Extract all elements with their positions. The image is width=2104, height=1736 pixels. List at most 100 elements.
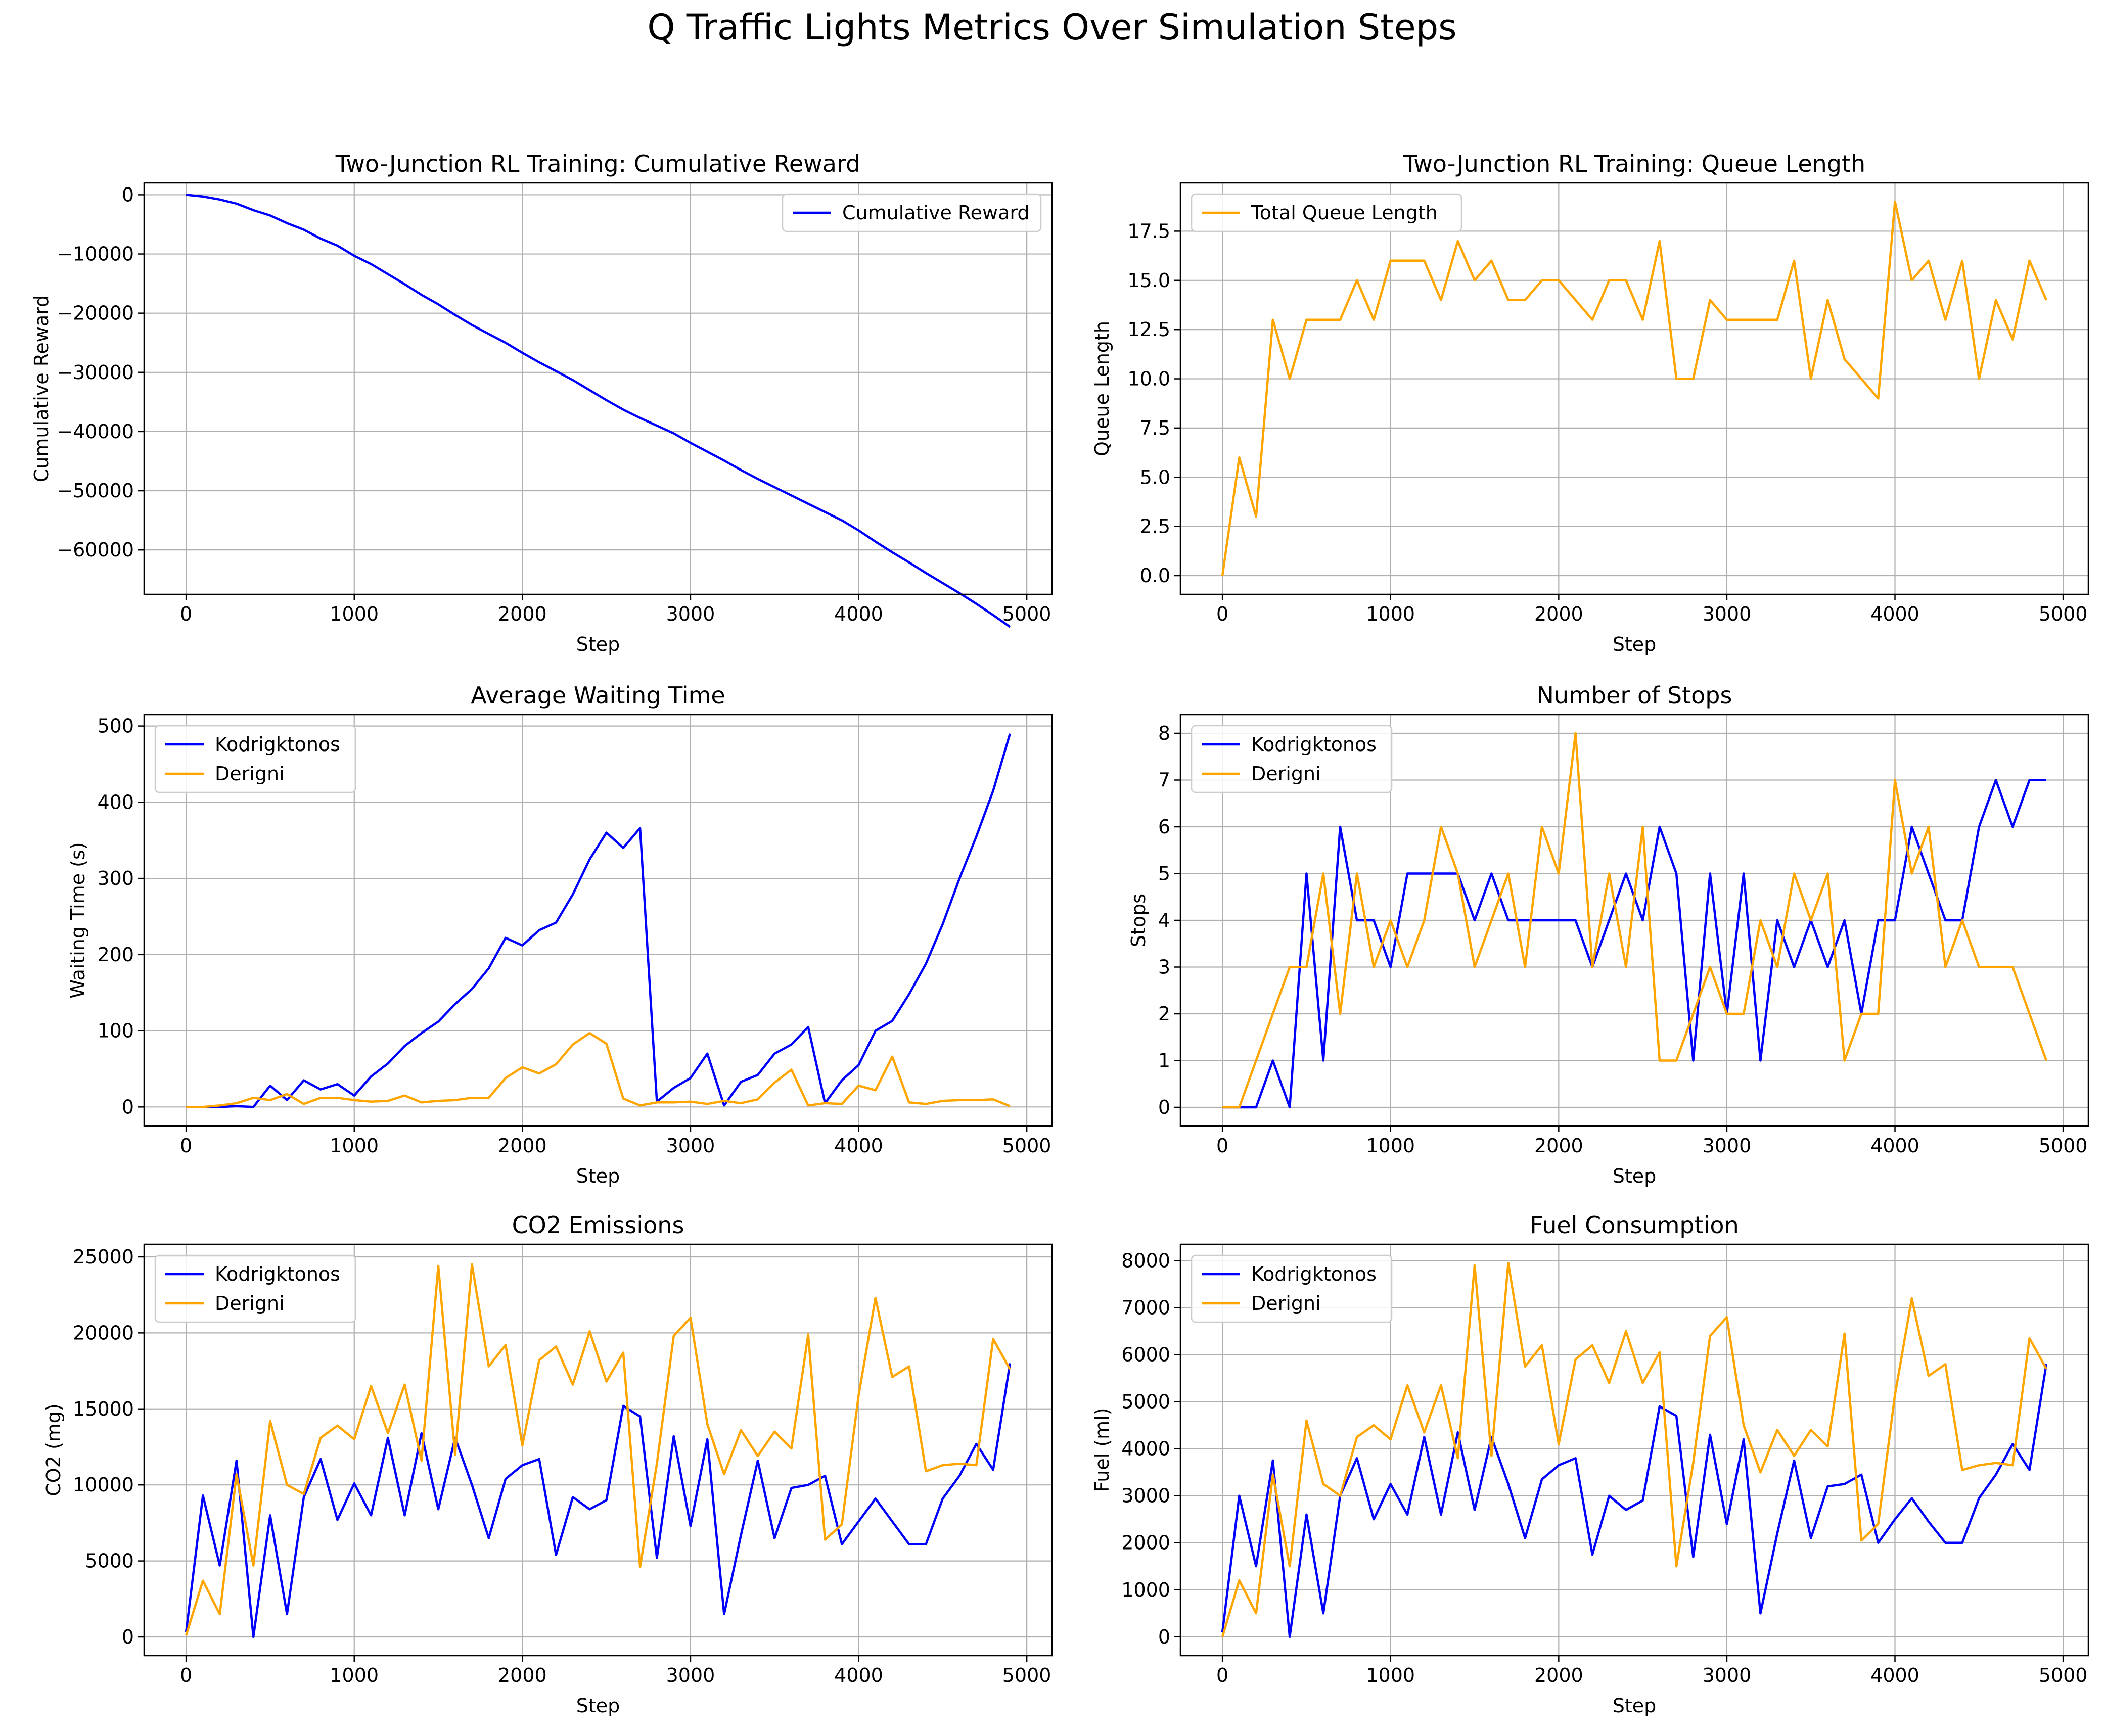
x-tick-label: 3000 [666, 1135, 715, 1157]
x-tick-label: 0 [180, 603, 192, 625]
y-tick-label: −40000 [57, 420, 134, 443]
subplot-title: Average Waiting Time [471, 682, 725, 709]
series-line-derigni [186, 1031, 1011, 1108]
y-tick-label: 7000 [1121, 1297, 1170, 1319]
legend: Kodrigktonos Derigni [1191, 1254, 1393, 1323]
x-tick-label: 0 [1216, 1135, 1228, 1157]
x-tick-label: 5000 [1002, 1135, 1051, 1157]
series-line-kodrigktonos [1221, 1364, 2048, 1638]
legend-label: Kodrigktonos [1251, 1263, 1377, 1285]
x-tick-label: 3000 [666, 603, 715, 625]
subplot-fuel-consumption: 0 1000 2000 3000 4000 5000 0 1000 2000 3000 4000 50… [1091, 1211, 2089, 1717]
x-tick-label: 0 [180, 1664, 192, 1686]
y-axis-label: Waiting Time (s) [67, 842, 89, 998]
subplot-co2-emissions: 0 1000 2000 3000 4000 5000 0 5000 10000 15000 2000… [42, 1211, 1053, 1717]
y-tick-label: −60000 [57, 539, 134, 561]
y-tick-label: 25000 [73, 1246, 134, 1268]
series-line-total-queue-length [1221, 200, 2047, 576]
y-tick-label: 3000 [1121, 1485, 1170, 1507]
x-tick-label: 1000 [330, 603, 379, 625]
x-axis-label: Step [576, 633, 620, 655]
subplot-title: CO2 Emissions [512, 1211, 684, 1239]
y-axis-label: Fuel (ml) [1091, 1407, 1113, 1492]
series-line-cumulative-reward [186, 194, 1011, 628]
x-tick-label: 0 [1216, 603, 1228, 625]
x-axis-label: Step [576, 1695, 620, 1717]
legend-label: Kodrigktonos [215, 1263, 340, 1285]
y-tick-label: 2000 [1121, 1532, 1170, 1554]
subplot-waiting-time: 0 1000 2000 3000 4000 5000 0 100 200 300 400 500 Ave… [67, 682, 1053, 1187]
y-axis-label: Cumulative Reward [30, 295, 53, 482]
x-tick-label: 2000 [1534, 603, 1583, 625]
x-tick-label: 2000 [498, 603, 547, 625]
axes-frame [143, 1243, 1053, 1657]
legend-label: Kodrigktonos [215, 733, 340, 756]
x-tick-label: 4000 [1870, 603, 1919, 625]
y-tick-label: −50000 [57, 480, 134, 502]
x-tick-label: 5000 [2039, 1664, 2088, 1686]
x-tick-label: 2000 [498, 1664, 547, 1686]
x-tick-label: 2000 [498, 1135, 547, 1157]
axes-frame [1179, 1243, 2089, 1657]
y-tick-label: −30000 [57, 361, 134, 384]
subplot-number-of-stops: 0 1000 2000 3000 4000 5000 0 1 2 3 4 5 6 7 8 Number of … [1127, 682, 2089, 1187]
y-tick-label: 0 [122, 183, 134, 206]
x-tick-label: 5000 [2039, 603, 2088, 625]
x-tick-label: 3000 [1703, 1664, 1752, 1686]
y-tick-label: 17.5 [1127, 220, 1170, 242]
legend: Cumulative Reward [782, 193, 1042, 232]
x-tick-label: 4000 [1870, 1664, 1919, 1686]
y-tick-label: 20000 [73, 1322, 134, 1344]
y-tick-label: −10000 [57, 243, 134, 265]
subplot-title: Two-Junction RL Training: Cumulative Rew… [335, 150, 860, 177]
x-tick-label: 5000 [2039, 1135, 2088, 1157]
series-line-kodrigktonos [186, 733, 1012, 1108]
x-tick-label: 1000 [1366, 603, 1415, 625]
legend-label: Total Queue Length [1251, 202, 1438, 224]
y-tick-label: 0 [122, 1626, 134, 1648]
y-tick-label: 6000 [1121, 1344, 1170, 1366]
y-tick-label: 0.0 [1140, 565, 1170, 587]
y-tick-label: 1000 [1121, 1579, 1170, 1601]
legend-label: Kodrigktonos [1251, 733, 1377, 756]
y-tick-label: 5.0 [1140, 466, 1170, 488]
subplot-cumulative-reward: 0 1000 2000 3000 4000 5000 0 −10000 −20000 −30000… [30, 150, 1053, 655]
subplot-title: Number of Stops [1537, 682, 1732, 709]
x-tick-label: 1000 [1366, 1664, 1415, 1686]
y-tick-label: 12.5 [1127, 318, 1170, 341]
x-tick-label: 1000 [330, 1135, 379, 1157]
x-axis-label: Step [1613, 1165, 1657, 1187]
y-axis-label: CO2 (mg) [42, 1403, 65, 1496]
y-tick-label: 15.0 [1127, 269, 1170, 292]
y-tick-label: 2 [1158, 1003, 1170, 1025]
legend-box [154, 725, 356, 793]
legend-label: Derigni [215, 763, 285, 785]
y-tick-label: 7.5 [1140, 417, 1170, 439]
y-tick-label: 400 [97, 791, 134, 813]
subplot-title: Two-Junction RL Training: Queue Length [1403, 150, 1865, 177]
x-tick-label: 0 [180, 1135, 192, 1157]
y-tick-label: 1 [1158, 1050, 1170, 1072]
y-tick-label: 0 [1158, 1096, 1170, 1118]
x-axis-label: Step [1613, 1695, 1657, 1717]
legend-label: Cumulative Reward [842, 202, 1029, 224]
legend-box [1191, 193, 1462, 232]
legend-label: Derigni [1251, 763, 1321, 785]
x-axis-label: Step [1613, 633, 1657, 655]
x-tick-label: 4000 [834, 1135, 883, 1157]
y-tick-label: 5000 [1121, 1391, 1170, 1413]
axes-frame [1179, 182, 2089, 595]
legend-box [1191, 1254, 1393, 1323]
y-tick-label: 300 [97, 867, 134, 889]
y-tick-label: 0 [1158, 1626, 1170, 1648]
x-axis-label: Step [576, 1165, 620, 1187]
x-tick-label: 0 [1216, 1664, 1228, 1686]
y-tick-label: 5 [1158, 863, 1170, 885]
y-tick-label: 10.0 [1127, 368, 1170, 390]
subplot-title: Fuel Consumption [1530, 1211, 1739, 1239]
legend: Kodrigktonos Derigni [154, 1254, 356, 1323]
axes-frame [143, 182, 1053, 595]
y-tick-label: 3 [1158, 956, 1170, 978]
legend-label: Derigni [215, 1292, 285, 1315]
legend: Kodrigktonos Derigni [154, 725, 356, 793]
